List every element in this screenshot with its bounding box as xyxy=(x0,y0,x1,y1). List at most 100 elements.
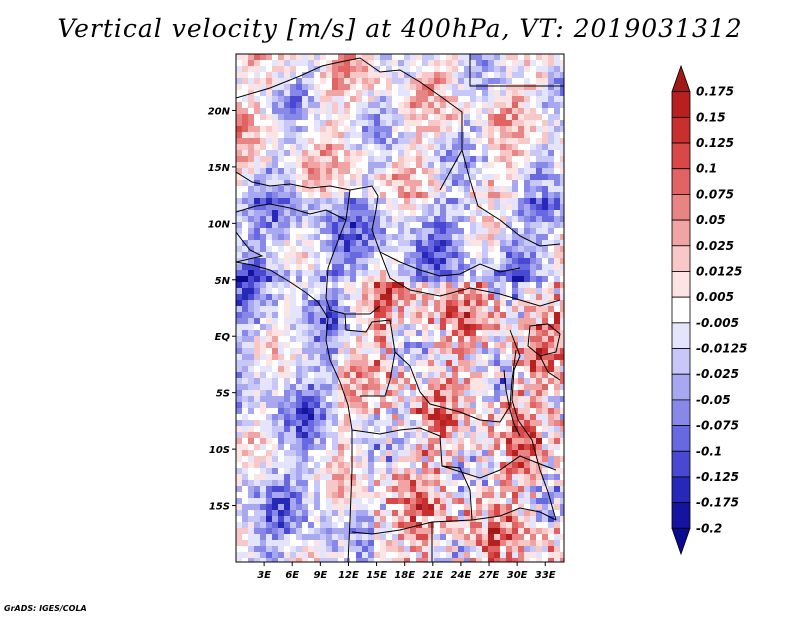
field-cell xyxy=(506,336,513,343)
field-cell xyxy=(440,492,447,499)
field-cell xyxy=(278,462,285,469)
field-cell xyxy=(278,324,285,331)
field-cell xyxy=(374,336,381,343)
field-cell xyxy=(302,384,309,391)
field-cell xyxy=(422,252,429,259)
field-cell xyxy=(260,492,267,499)
field-cell xyxy=(506,276,513,283)
field-cell xyxy=(554,156,561,163)
field-cell xyxy=(512,102,519,109)
field-cell xyxy=(494,168,501,175)
field-cell xyxy=(554,510,561,517)
field-cell xyxy=(446,408,453,415)
field-cell xyxy=(470,180,477,187)
field-cell xyxy=(470,150,477,157)
field-cell xyxy=(278,210,285,217)
field-cell xyxy=(392,306,399,313)
field-cell xyxy=(284,126,291,133)
field-cell xyxy=(512,504,519,511)
field-cell xyxy=(536,294,543,301)
field-cell xyxy=(350,246,357,253)
field-cell xyxy=(380,516,387,523)
field-cell xyxy=(488,186,495,193)
field-cell xyxy=(236,558,243,562)
field-cell xyxy=(416,498,423,505)
field-cell xyxy=(392,312,399,319)
field-cell xyxy=(272,354,279,361)
field-cell xyxy=(542,546,549,553)
field-cell xyxy=(494,528,501,535)
field-cell xyxy=(314,480,321,487)
field-cell xyxy=(236,294,243,301)
field-cell xyxy=(242,240,249,247)
field-cell xyxy=(362,366,369,373)
field-cell xyxy=(380,264,387,271)
field-cell xyxy=(314,546,321,553)
field-cell xyxy=(332,54,339,61)
field-cell xyxy=(248,558,255,562)
velocity-field xyxy=(236,54,564,562)
field-cell xyxy=(404,534,411,541)
field-cell xyxy=(386,552,393,559)
field-cell xyxy=(344,138,351,145)
field-cell xyxy=(332,132,339,139)
field-cell xyxy=(464,54,471,61)
field-cell xyxy=(470,462,477,469)
field-cell xyxy=(332,324,339,331)
field-cell xyxy=(242,156,249,163)
field-cell xyxy=(278,444,285,451)
field-cell xyxy=(452,534,459,541)
field-cell xyxy=(272,174,279,181)
field-cell xyxy=(512,462,519,469)
field-cell xyxy=(536,126,543,133)
field-cell xyxy=(380,246,387,253)
field-cell xyxy=(548,372,555,379)
field-cell xyxy=(374,96,381,103)
field-cell xyxy=(434,354,441,361)
field-cell xyxy=(266,336,273,343)
field-cell xyxy=(308,300,315,307)
field-cell xyxy=(326,552,333,559)
field-cell xyxy=(464,366,471,373)
field-cell xyxy=(326,120,333,127)
field-cell xyxy=(434,66,441,73)
field-cell xyxy=(476,546,483,553)
field-cell xyxy=(524,72,531,79)
field-cell xyxy=(350,120,357,127)
field-cell xyxy=(320,60,327,67)
field-cell xyxy=(284,420,291,427)
field-cell xyxy=(560,456,564,463)
field-cell xyxy=(392,264,399,271)
field-cell xyxy=(440,534,447,541)
field-cell xyxy=(476,390,483,397)
field-cell xyxy=(242,210,249,217)
field-cell xyxy=(548,504,555,511)
field-cell xyxy=(464,204,471,211)
field-cell xyxy=(434,372,441,379)
field-cell xyxy=(416,168,423,175)
field-cell xyxy=(272,96,279,103)
field-cell xyxy=(536,282,543,289)
field-cell xyxy=(506,156,513,163)
field-cell xyxy=(296,480,303,487)
y-tick-label: 5N xyxy=(215,276,231,287)
field-cell xyxy=(422,120,429,127)
field-cell xyxy=(560,540,564,547)
field-cell xyxy=(464,162,471,169)
field-cell xyxy=(284,180,291,187)
field-cell xyxy=(380,120,387,127)
field-cell xyxy=(458,318,465,325)
field-cell xyxy=(248,294,255,301)
field-cell xyxy=(350,72,357,79)
field-cell xyxy=(338,168,345,175)
field-cell xyxy=(494,264,501,271)
field-cell xyxy=(398,342,405,349)
field-cell xyxy=(386,342,393,349)
field-cell xyxy=(494,180,501,187)
field-cell xyxy=(446,480,453,487)
field-cell xyxy=(518,66,525,73)
field-cell xyxy=(248,366,255,373)
field-cell xyxy=(272,300,279,307)
field-cell xyxy=(254,462,261,469)
field-cell xyxy=(332,144,339,151)
